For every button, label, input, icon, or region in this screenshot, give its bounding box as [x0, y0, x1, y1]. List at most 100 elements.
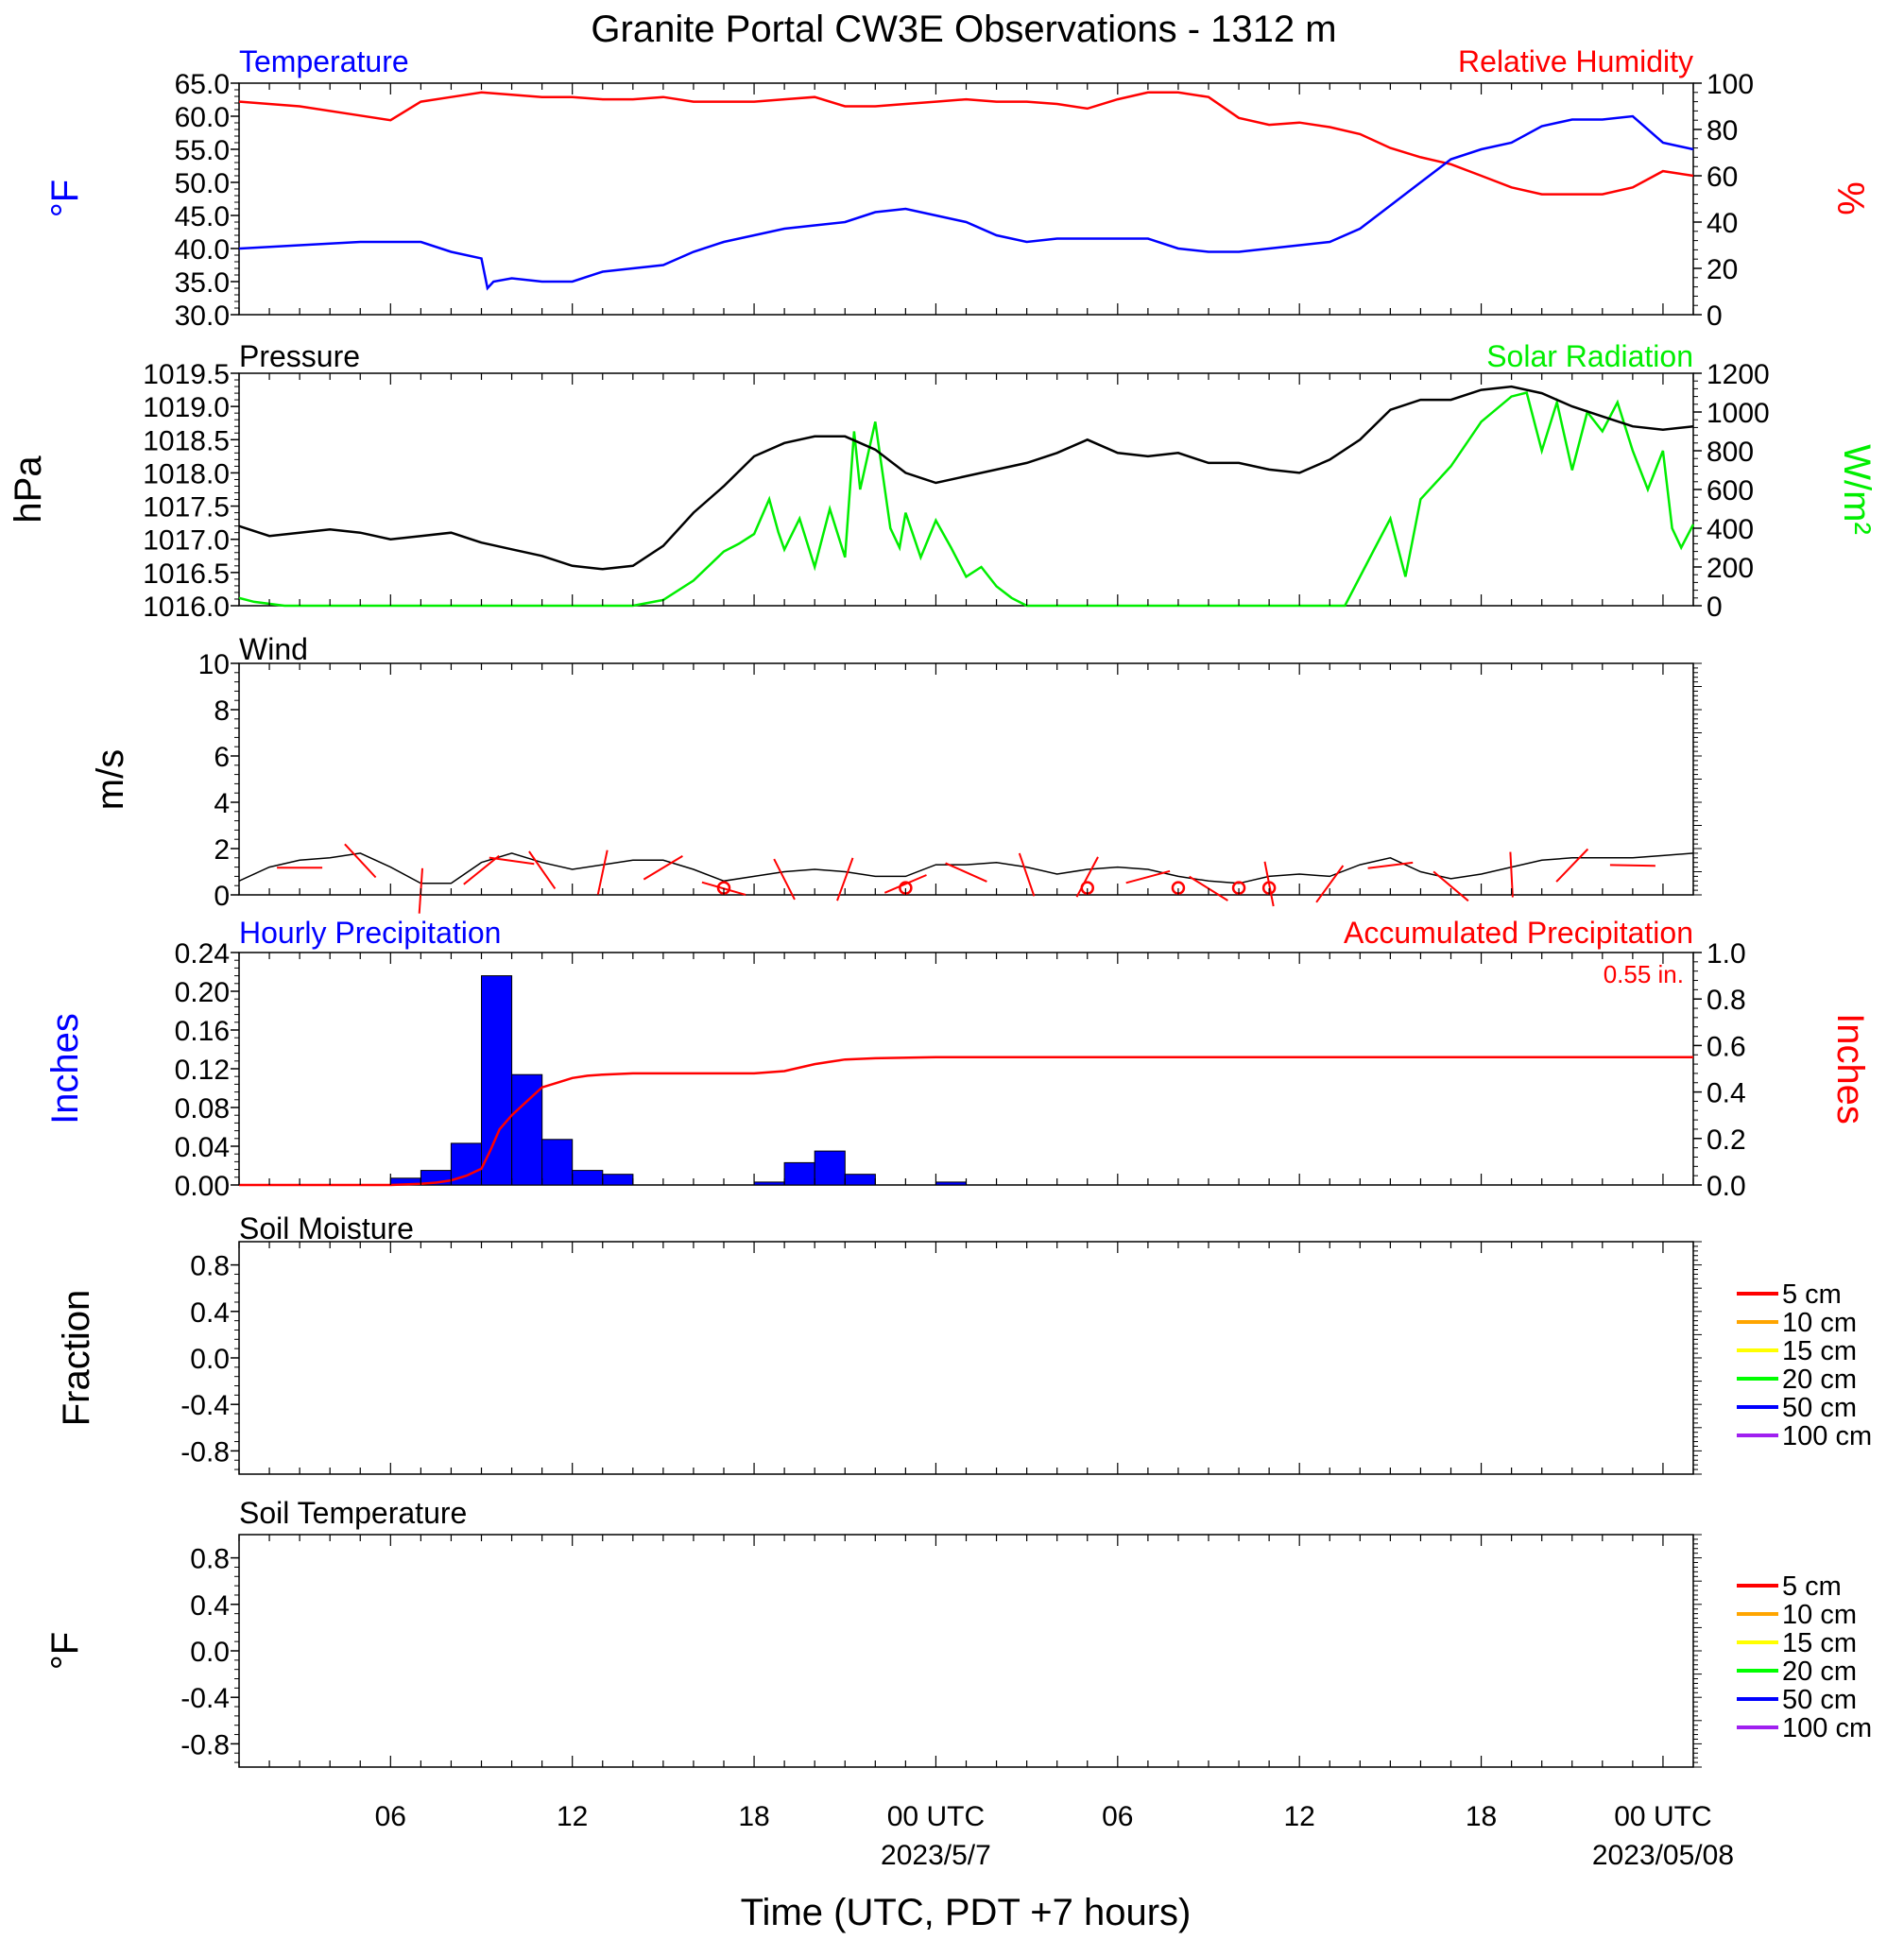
hourly-precip-yticks-label: 0.04 — [175, 1132, 230, 1163]
pressure-yticks-label: 1017.0 — [143, 525, 230, 557]
soil-moisture-yticks-label: 0.8 — [190, 1251, 230, 1282]
wind-yticks-label: 4 — [214, 788, 230, 819]
pressure-yticks-label: 1018.0 — [143, 458, 230, 489]
solar-yticks-label: 1000 — [1707, 398, 1770, 429]
time-tick-label: 18 — [738, 1801, 769, 1832]
temperature-unit-label: °F — [44, 180, 86, 217]
wind-title: Wind — [239, 632, 308, 666]
wind-barb — [596, 850, 609, 895]
wind-barb — [1018, 852, 1036, 897]
temperature-yticks-label: 50.0 — [175, 168, 230, 199]
legend-label: 20 cm — [1782, 1657, 1857, 1687]
temperature-yticks-label: 35.0 — [175, 267, 230, 299]
solar-yticks-label: 400 — [1707, 514, 1754, 545]
temperature-plot-frame — [238, 82, 1694, 316]
soil-moisture-panel: Soil Moisture Fraction 0.8 0.4 0.0 -0.4 -0.8… — [56, 1211, 1872, 1475]
precip-bar — [783, 1161, 815, 1186]
soil-temp-yticks-label: 0.4 — [190, 1590, 230, 1622]
wind-yticks-label: 6 — [214, 742, 230, 773]
precip-bar — [814, 1150, 846, 1186]
pressure-yticks-label: 1018.5 — [143, 425, 230, 456]
wind-series — [238, 843, 1694, 914]
precip-bar — [481, 975, 513, 1186]
wind-yticks-label: 8 — [214, 695, 230, 727]
hourly-precip-unit-label: Inches — [44, 1013, 86, 1125]
solar-yticks-label: 0 — [1707, 592, 1723, 623]
accum-precip-yticks-label: 0.0 — [1707, 1171, 1746, 1202]
temperature-series — [238, 91, 1694, 291]
accum-precip-title: Accumulated Precipitation — [1344, 916, 1693, 950]
soil-temp-unit-label: °F — [44, 1632, 86, 1670]
legend-label: 100 cm — [1782, 1713, 1872, 1743]
humidity-yticks-label: 80 — [1707, 115, 1738, 146]
hourly-precip-title: Hourly Precipitation — [239, 916, 501, 950]
humidity-title: Relative Humidity — [1458, 44, 1693, 78]
accum-precip-unit-label: Inches — [1829, 1013, 1871, 1125]
precip-bar — [572, 1170, 604, 1186]
soil-temp-panel: Soil Temperature °F 0.8 0.4 0.0 -0.4 -0.8 5 … — [44, 1496, 1872, 1768]
soil-temp-yticks-label: 0.8 — [190, 1544, 230, 1575]
wind-barb — [1263, 861, 1275, 907]
time-tick-label: 06 — [375, 1801, 406, 1832]
wind-unit-label: m/s — [90, 749, 131, 810]
time-tick-label: 18 — [1466, 1801, 1497, 1832]
soil-temp-yticks-label: -0.8 — [180, 1729, 230, 1760]
pressure-yticks-label: 1019.5 — [143, 359, 230, 390]
temperature-yticks-label: 45.0 — [175, 201, 230, 232]
precip-bar — [602, 1174, 634, 1186]
wind-barb — [1609, 864, 1655, 867]
legend-label: 50 cm — [1782, 1685, 1857, 1715]
temperature-line — [238, 114, 1694, 291]
pressure-yticks: 1019.51019.01018.51018.01017.51017.01016… — [143, 359, 239, 623]
wind-yticks-label: 2 — [214, 834, 230, 866]
wind-barb — [836, 857, 854, 901]
temperature-title: Temperature — [239, 44, 409, 78]
precip-panel: Hourly Precipitation Accumulated Precipi… — [44, 916, 1871, 1202]
wind-speed-line — [238, 852, 1694, 884]
wind-barb — [1125, 869, 1171, 884]
date-label: 2023/05/08 — [1592, 1840, 1734, 1871]
legend-label: 15 cm — [1782, 1628, 1857, 1658]
wind-barb — [344, 843, 377, 879]
pressure-yticks-label: 1016.0 — [143, 592, 230, 623]
pressure-panel: Pressure Solar Radiation hPa W/m² 1019.5… — [8, 339, 1878, 623]
wind-barb — [883, 874, 927, 894]
legend-label: 10 cm — [1782, 1600, 1857, 1630]
temperature-yticks-label: 55.0 — [175, 135, 230, 166]
wind-yticks: 10 8 6 4 2 0 — [198, 649, 1702, 912]
time-tick-label: 00 UTC — [887, 1801, 985, 1832]
soil-moisture-yticks: 0.8 0.4 0.0 -0.4 -0.8 — [180, 1241, 1702, 1475]
soil-temp-yticks-label: 0.0 — [190, 1637, 230, 1668]
time-tick-label: 12 — [1284, 1801, 1315, 1832]
solar-title: Solar Radiation — [1486, 339, 1693, 373]
wind-barb — [528, 850, 557, 889]
precip-total-label: 0.55 in. — [1604, 960, 1684, 988]
humidity-yticks-label: 0 — [1707, 300, 1723, 332]
precip-series — [239, 975, 1693, 1187]
wind-barb — [643, 855, 683, 881]
accum-precip-yticks-label: 0.6 — [1707, 1031, 1746, 1062]
soil-temp-title: Soil Temperature — [239, 1496, 467, 1530]
humidity-yticks-label: 40 — [1707, 208, 1738, 239]
wind-plot-frame — [238, 662, 1694, 896]
legend-label: 10 cm — [1782, 1308, 1857, 1338]
wind-barb — [489, 856, 535, 866]
temperature-yticks-label: 40.0 — [175, 234, 230, 266]
pressure-line — [238, 385, 1694, 571]
wind-barb — [1315, 865, 1345, 903]
pressure-title: Pressure — [239, 339, 360, 373]
soil-temp-yticks-label: -0.4 — [180, 1683, 230, 1714]
soil-moisture-yticks-label: -0.4 — [180, 1390, 230, 1421]
solar-yticks-label: 1200 — [1707, 359, 1770, 390]
wind-panel: Wind m/s 10 8 6 4 2 0 — [90, 632, 1702, 914]
chart-title: Granite Portal CW3E Observations - 1312 … — [591, 9, 1336, 50]
solar-yticks-label: 200 — [1707, 553, 1754, 584]
legend-label: 5 cm — [1782, 1571, 1842, 1602]
wind-barb — [773, 858, 796, 901]
accum-precip-yticks-label: 1.0 — [1707, 938, 1746, 970]
temperature-yticks-label: 65.0 — [175, 69, 230, 100]
hourly-precip-yticks-label: 0.20 — [175, 977, 230, 1008]
wind-barb — [945, 862, 987, 883]
time-tick-label: 06 — [1102, 1801, 1133, 1832]
